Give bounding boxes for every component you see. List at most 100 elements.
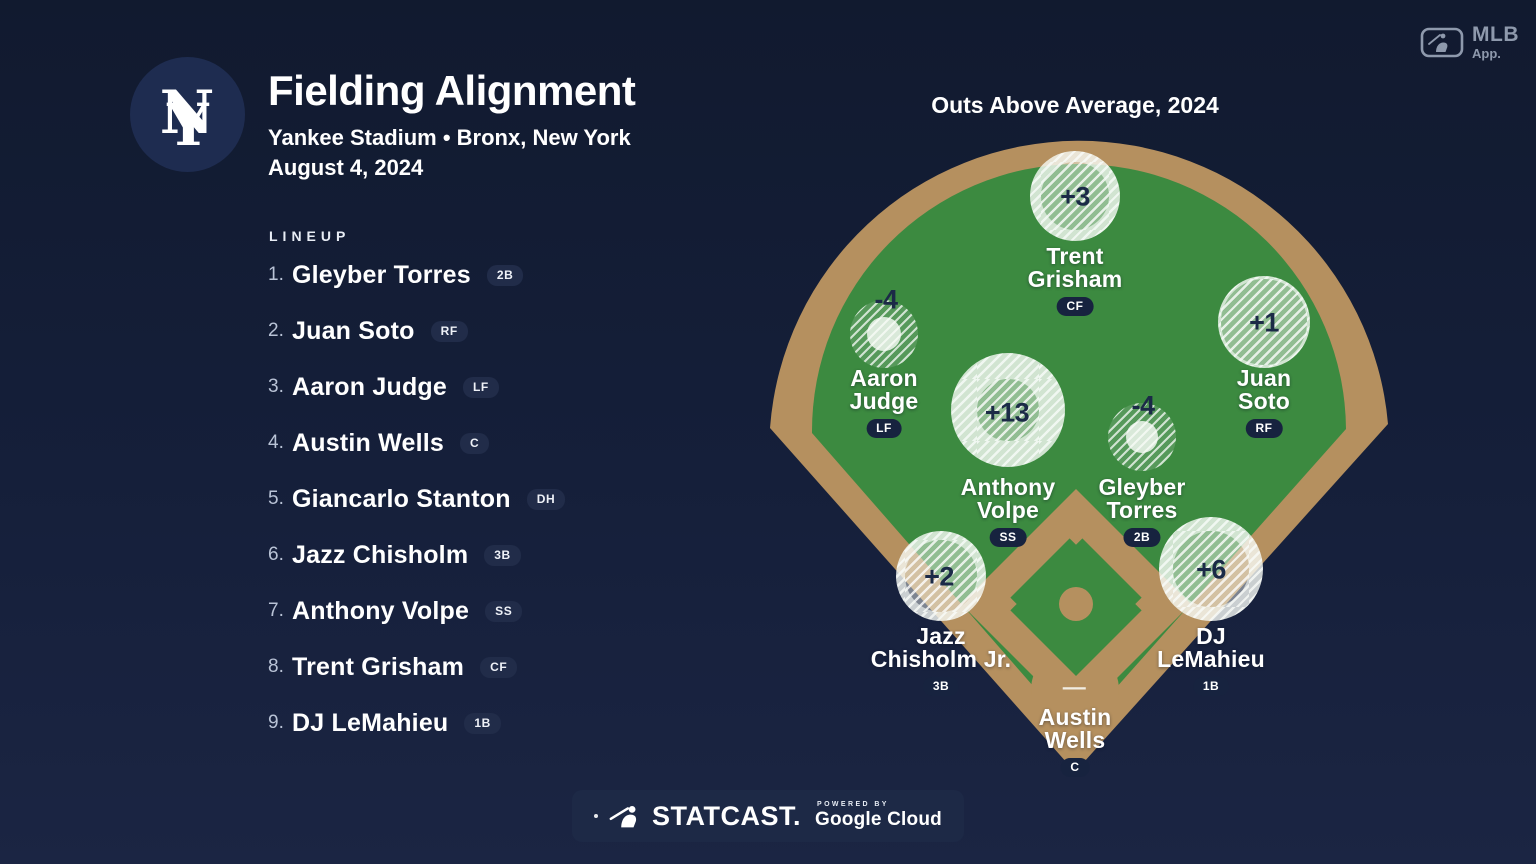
oaa-value-lf: -4 <box>874 284 898 315</box>
lineup-row: 9. DJ LeMahieu 1B <box>268 706 565 740</box>
statcast-dot <box>594 814 599 818</box>
oaa-value-ss: +13 <box>984 397 1030 428</box>
oaa-marker-core <box>867 317 901 351</box>
player-name: Austin Wells <box>1038 704 1112 754</box>
base-notch-3b <box>991 591 1017 617</box>
lineup-number: 6. <box>268 544 284 565</box>
player-name: Jazz Chisholm Jr. <box>870 623 1012 673</box>
powered-by-label: POWERED BY <box>817 801 889 808</box>
player-label-rf: Juan Soto RF <box>1236 365 1292 438</box>
player-label-3b: Jazz Chisholm Jr. 3B <box>870 623 1012 696</box>
player-name: Trent Grisham <box>1027 243 1123 293</box>
statcast-wordmark: STATCAST. <box>652 800 802 831</box>
lineup-position-badge: SS <box>485 600 523 622</box>
oaa-value-rf: +1 <box>1249 307 1279 338</box>
lineup-position-badge: 3B <box>484 544 521 566</box>
lineup-number: 2. <box>268 320 284 341</box>
lineup-position-badge: 1B <box>464 712 501 734</box>
position-pill: SS <box>989 527 1027 547</box>
lineup-player-name: Gleyber Torres <box>292 260 471 289</box>
lineup-list: 1. Gleyber Torres 2B 2. Juan Soto RF 3. Aaron J… <box>268 258 566 740</box>
monogram-n: N <box>160 78 215 148</box>
player-label-c: Austin Wells C <box>1038 704 1112 777</box>
player-label-lf: Aaron Judge LF <box>849 365 919 438</box>
monogram-y: Y <box>166 91 209 159</box>
mlb-app-subtitle: App. <box>1472 46 1501 61</box>
lineup-player-name: Anthony Volpe <box>292 596 470 625</box>
lineup-number: 7. <box>268 600 284 621</box>
position-pill: 1B <box>1192 676 1230 696</box>
lineup-position-badge: CF <box>480 656 518 678</box>
lineup-row: 4. Austin Wells C <box>268 426 565 460</box>
player-label-1b: DJ LeMahieu 1B <box>1157 623 1265 696</box>
home-plate-circle <box>1031 646 1119 734</box>
lineup-number: 1. <box>268 264 284 285</box>
lineup-row: 6. Jazz Chisholm 3B <box>268 538 565 572</box>
lineup-row: 5. Giancarlo Stanton DH <box>268 482 566 516</box>
lineup-position-badge: 2B <box>486 264 524 286</box>
lineup-position-badge: RF <box>430 320 468 342</box>
oaa-marker-cf <box>1030 151 1120 241</box>
logo-circle <box>130 57 245 172</box>
lineup-position-badge: DH <box>526 488 566 510</box>
oaa-value-cf: +3 <box>1060 181 1090 212</box>
position-pill: 2B <box>1123 527 1161 547</box>
lineup-player-name: Austin Wells <box>292 428 444 457</box>
lineup-number: 8. <box>268 656 284 677</box>
oaa-marker-2b <box>1108 403 1176 471</box>
player-name: Gleyber Torres <box>1098 474 1186 524</box>
player-label-ss: Anthony Volpe SS <box>960 474 1056 547</box>
lineup-number: 5. <box>268 488 284 509</box>
lineup-player-name: Trent Grisham <box>292 652 465 681</box>
statcast-badge: STATCAST. POWERED BY Google Cloud <box>572 790 964 842</box>
venue-subtitle: Yankee Stadium • Bronx, New York <box>268 125 631 150</box>
lineup-number: 9. <box>268 712 284 733</box>
oaa-value-2b: -4 <box>1131 390 1155 421</box>
position-pill: LF <box>866 418 902 438</box>
lineup-player-name: Aaron Judge <box>292 372 447 401</box>
lineup-row: 1. Gleyber Torres 2B <box>268 258 565 292</box>
player-label-2b: Gleyber Torres 2B <box>1098 474 1186 547</box>
player-name: Aaron Judge <box>849 365 919 415</box>
lineup-player-name: Juan Soto <box>292 316 415 345</box>
date-subtitle: August 4, 2024 <box>268 154 424 180</box>
pitchers-mound <box>1059 587 1093 621</box>
lineup-row: 2. Juan Soto RF <box>268 314 565 348</box>
lineup-player-name: Jazz Chisholm <box>292 540 469 569</box>
lineup-label: LINEUP <box>269 228 351 244</box>
player-name: Anthony Volpe <box>960 474 1056 524</box>
player-name: Juan Soto <box>1236 365 1292 415</box>
oaa-marker-core <box>1126 421 1158 453</box>
lineup-number: 4. <box>268 432 284 453</box>
position-pill: 3B <box>922 676 960 696</box>
mlb-app-icon <box>1420 27 1464 57</box>
oaa-marker-3b <box>896 531 986 621</box>
lineup-row: 3. Aaron Judge LF <box>268 370 565 404</box>
lineup-row: 7. Anthony Volpe SS <box>268 594 565 628</box>
position-pill: RF <box>1245 418 1283 438</box>
lineup-position-badge: LF <box>463 376 499 398</box>
oaa-value-1b: +6 <box>1196 554 1226 585</box>
lineup-player-name: DJ LeMahieu <box>292 708 449 737</box>
page-title: Fielding Alignment <box>268 67 636 114</box>
lineup-number: 3. <box>268 376 284 397</box>
position-pill: CF <box>1056 296 1094 316</box>
field-title: Outs Above Average, 2024 <box>931 92 1219 118</box>
lineup-player-name: Giancarlo Stanton <box>292 484 511 513</box>
oaa-value-3b: +2 <box>924 561 954 592</box>
mlb-app-badge: MLB App. <box>1420 24 1519 60</box>
lineup-row: 8. Trent Grisham CF <box>268 650 565 684</box>
oaa-marker-1b <box>1159 517 1263 621</box>
oaa-marker-lf <box>850 300 918 368</box>
oaa-marker-rf <box>1218 276 1310 368</box>
lineup-position-badge: C <box>459 432 490 454</box>
player-label-cf: Trent Grisham CF <box>1027 243 1123 316</box>
player-name: DJ LeMahieu <box>1157 623 1265 673</box>
yankees-logo: N Y <box>130 57 245 172</box>
oaa-value-c: — <box>1062 673 1086 700</box>
google-cloud-label: Google Cloud <box>815 809 942 830</box>
position-pill: C <box>1060 757 1090 777</box>
mlb-app-title: MLB <box>1472 23 1519 46</box>
statcast-batter-icon <box>609 805 637 828</box>
